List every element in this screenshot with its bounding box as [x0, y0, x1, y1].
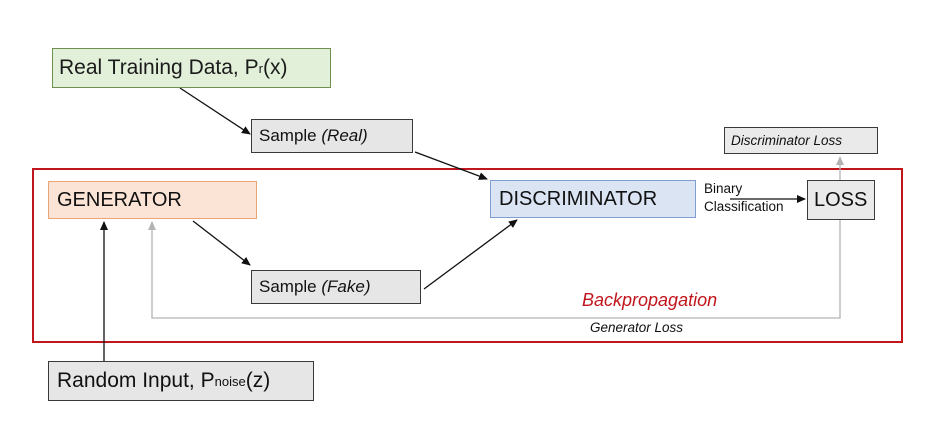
random-input-suffix: (z): [245, 369, 271, 392]
generator-loss-label: Generator Loss: [590, 320, 684, 335]
sample-fake-label: Sample: [259, 277, 317, 296]
discriminator-label: DISCRIMINATOR: [499, 187, 658, 210]
real-training-data-label: Real Training Data, P: [59, 56, 259, 79]
sample-real-italic: (Real): [321, 126, 368, 145]
arrow-sample-real-to-discriminator: [414, 151, 488, 180]
discriminator-loss-label: Discriminator Loss: [731, 133, 843, 148]
arrow-real-to-sample: [179, 87, 251, 135]
real-training-data-suffix: (x): [262, 56, 288, 79]
generator-box: GENERATOR: [48, 181, 257, 219]
loss-label: LOSS: [814, 188, 868, 211]
arrow-generator-to-sample-fake: [192, 220, 251, 266]
sample-real-box: Sample (Real): [251, 119, 413, 153]
arrow-generator-loss-feedback: [148, 220, 841, 319]
sample-fake-box: Sample (Fake): [251, 270, 421, 304]
random-input-label: Random Input, P: [57, 369, 215, 392]
generator-label: GENERATOR: [57, 188, 182, 211]
discriminator-loss-box: Discriminator Loss: [724, 127, 878, 154]
binary-label-line1: Binary: [704, 181, 743, 196]
arrow-sample-fake-to-discriminator: [423, 219, 518, 290]
discriminator-box: DISCRIMINATOR: [490, 180, 696, 218]
backprop-frame: [32, 168, 903, 343]
sample-real-label: Sample: [259, 126, 317, 145]
loss-box: LOSS: [807, 180, 875, 220]
binary-label-line2: Classification: [704, 199, 784, 214]
random-input-subscript: noise: [214, 373, 246, 389]
backpropagation-label: Backpropagation: [582, 290, 718, 310]
real-training-data-subscript: r: [258, 60, 263, 76]
sample-fake-italic: (Fake): [321, 277, 371, 296]
binary-classification-label: Binary Classification: [704, 180, 784, 216]
